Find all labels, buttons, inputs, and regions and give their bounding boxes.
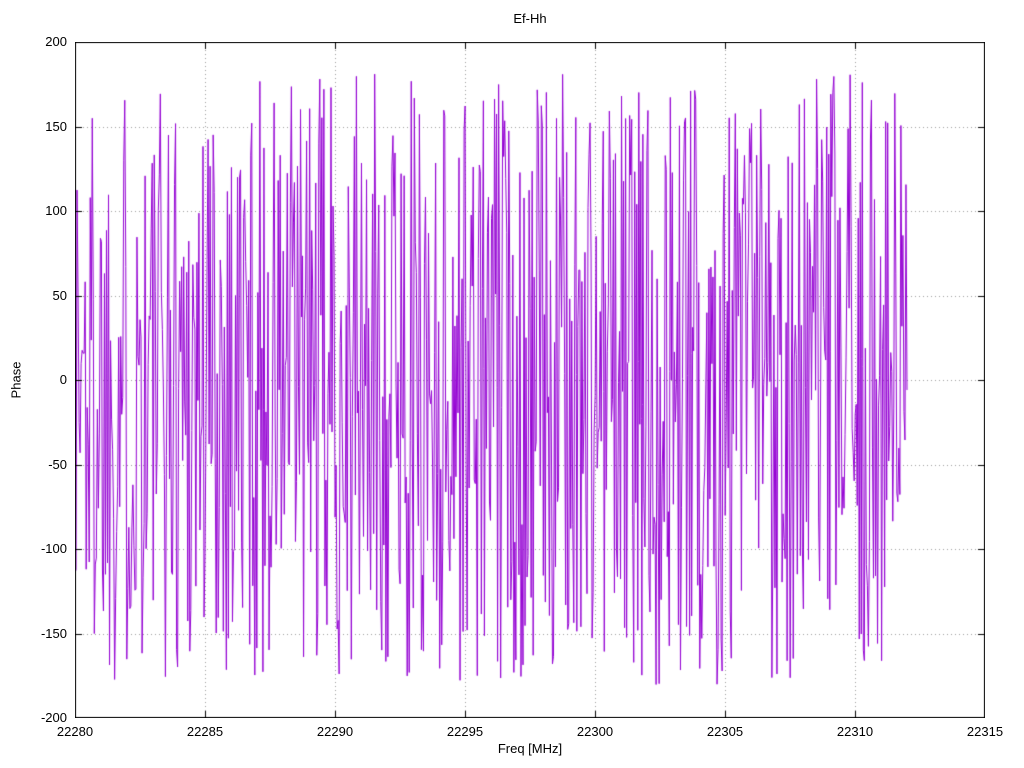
x-tick-label: 22290 (316, 724, 354, 739)
x-tick-label: 22280 (56, 724, 94, 739)
y-tick-label: -100 (40, 541, 67, 556)
y-tick-label: -150 (40, 625, 67, 641)
x-tick-label: 22315 (966, 724, 1004, 739)
y-tick-label: 150 (45, 118, 67, 134)
y-tick-label: 50 (52, 287, 67, 303)
y-tick-label: 0 (59, 372, 67, 387)
y-tick-label: -200 (40, 710, 67, 725)
x-tick-label: 22295 (446, 724, 484, 739)
chart-title: Ef-Hh (513, 11, 547, 26)
y-tick-label: -50 (48, 456, 67, 472)
y-tick-label: 100 (45, 203, 67, 218)
y-tick-label: 200 (45, 34, 67, 49)
plot-canvas (75, 42, 985, 718)
x-axis-label: Freq [MHz] (497, 741, 563, 756)
x-tick-label: 22310 (836, 724, 874, 739)
x-tick-label: 22300 (576, 724, 614, 739)
x-tick-label: 22305 (706, 724, 744, 739)
x-tick-label: 22285 (186, 724, 224, 739)
